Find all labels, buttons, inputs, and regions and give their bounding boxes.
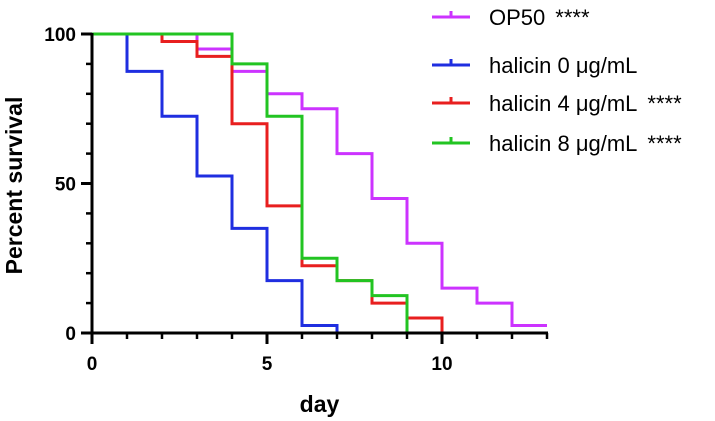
legend-entry-3: halicin 8 μg/mL **** [432, 131, 682, 156]
legend-label: OP50 **** [489, 5, 590, 30]
legend-significance: **** [647, 131, 682, 156]
legend: OP50 **** halicin 0 μg/mL halicin 4 μg/mL **… [432, 5, 682, 156]
legend-significance: **** [555, 5, 590, 30]
legend-label: halicin 4 μg/mL **** [489, 91, 682, 116]
x-tick-label: 5 [262, 354, 273, 375]
legend-significance: **** [647, 91, 682, 116]
x-tick-label: 0 [87, 354, 98, 375]
legend-series-name: halicin 4 μg/mL [489, 91, 637, 116]
y-tick-label: 100 [44, 25, 76, 46]
legend-series-name: halicin 0 μg/mL [489, 53, 637, 78]
axes [90, 33, 548, 335]
legend-entry-1: halicin 0 μg/mL [432, 53, 637, 78]
series-lines [92, 32, 547, 333]
legend-entry-0: OP50 **** [432, 5, 590, 30]
series-line-1 [92, 32, 339, 333]
legend-label: halicin 8 μg/mL **** [489, 131, 682, 156]
series-line-0 [92, 32, 547, 328]
y-axis-label: Percent survival [1, 97, 27, 275]
legend-entry-2: halicin 4 μg/mL **** [432, 91, 682, 116]
series-line-3 [92, 32, 409, 333]
x-tick-label: 10 [431, 354, 452, 375]
legend-label: halicin 0 μg/mL [489, 53, 637, 78]
legend-series-name: halicin 8 μg/mL [489, 131, 637, 156]
y-tick-label: 50 [55, 175, 76, 196]
x-axis-label: day [300, 391, 340, 417]
y-tick-label: 0 [65, 324, 76, 345]
legend-series-name: OP50 [489, 5, 545, 30]
